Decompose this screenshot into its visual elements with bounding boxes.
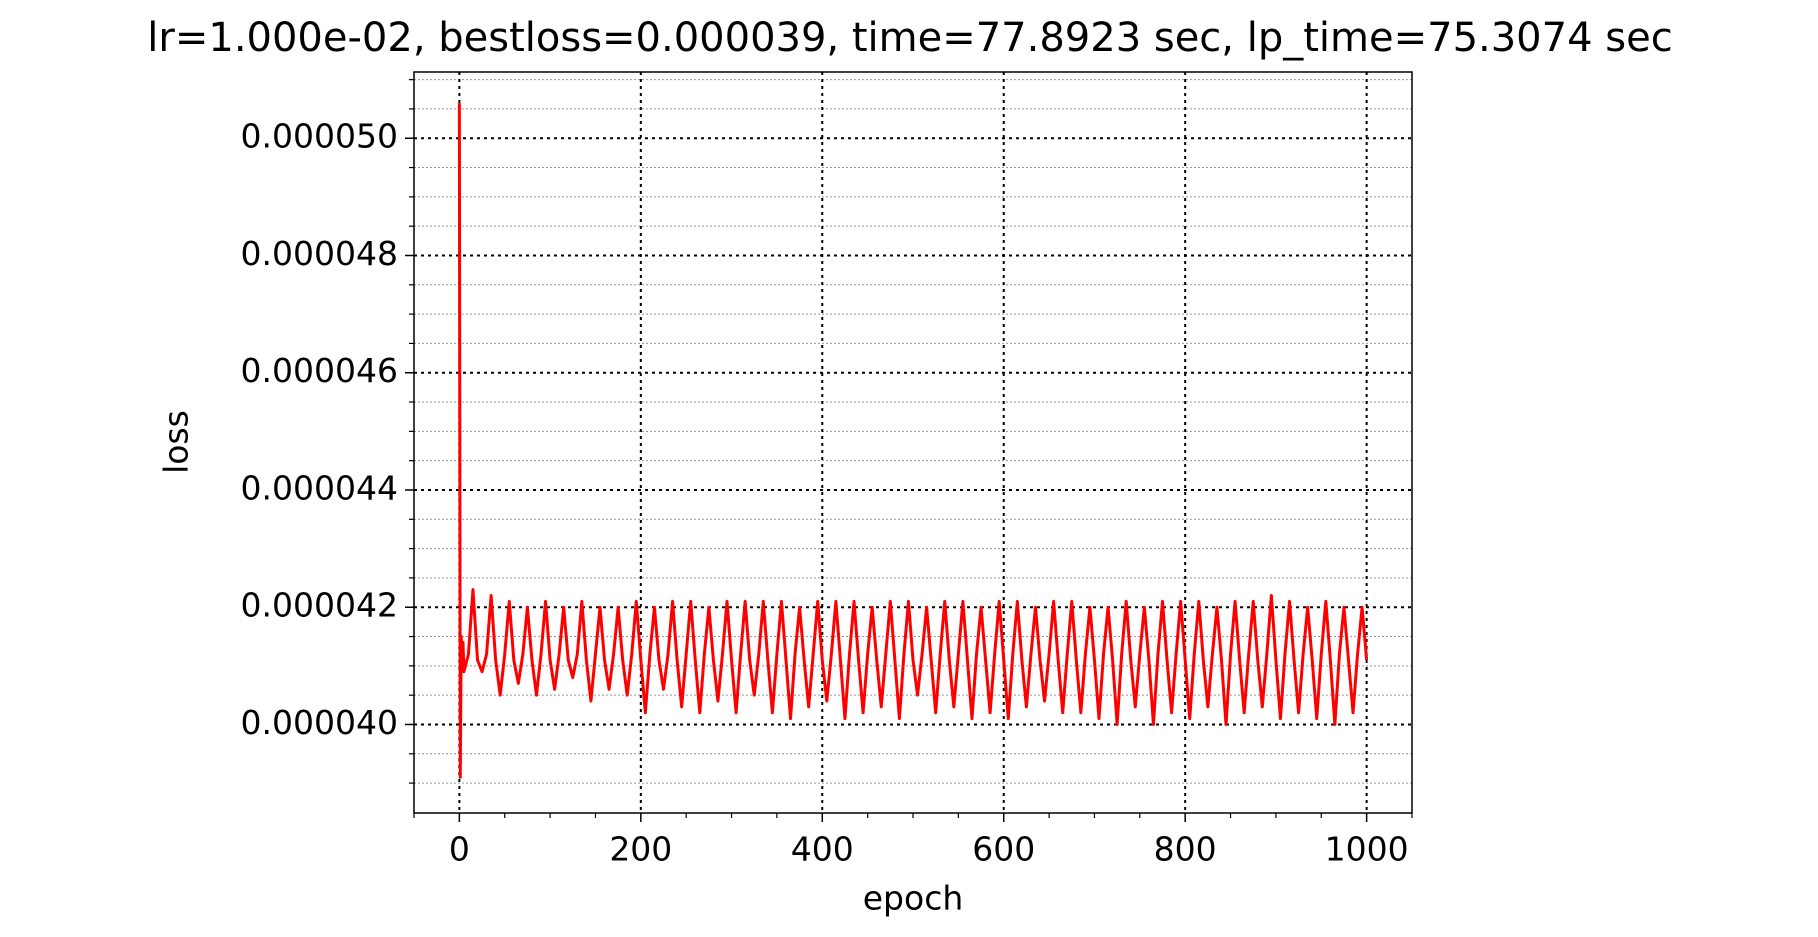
x-tick-label: 800 (1154, 830, 1217, 869)
y-tick-label: 0.000046 (241, 351, 398, 390)
y-tick-label: 0.000044 (241, 468, 398, 507)
x-tick-label: 1000 (1325, 830, 1409, 869)
plot-frame (413, 71, 1413, 814)
x-tick-label: 600 (972, 830, 1035, 869)
loss-line (457, 103, 1369, 779)
x-tick-label: 200 (609, 830, 672, 869)
y-axis-label: loss (157, 410, 196, 474)
x-tick-label: 0 (449, 830, 470, 869)
x-tick-label: 400 (791, 830, 854, 869)
y-tick-label: 0.000040 (241, 703, 398, 742)
y-tick-label: 0.000042 (241, 586, 398, 625)
y-tick-label: 0.000048 (241, 234, 398, 273)
chart-title: lr=1.000e-02, bestloss=0.000039, time=77… (147, 15, 1672, 61)
x-axis-label: epoch (863, 879, 964, 918)
y-tick-label: 0.000050 (241, 117, 398, 156)
